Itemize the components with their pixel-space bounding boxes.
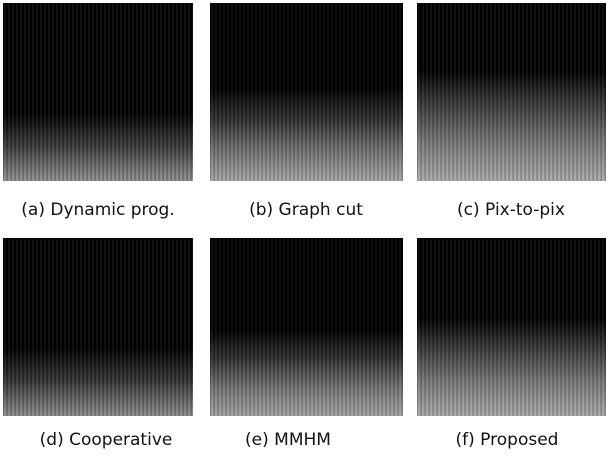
disparity-map: [3, 3, 193, 181]
disparity-map: [417, 3, 606, 181]
disparity-map: [417, 238, 606, 416]
disparity-map: [210, 238, 403, 416]
caption: (f) Proposed: [407, 430, 607, 450]
figure: {"figure": {"panels": [ {"caption": "(a)…: [0, 0, 608, 461]
caption: (b) Graph cut: [206, 200, 406, 220]
caption: (c) Pix-to-pix: [411, 200, 608, 220]
caption: (d) Cooperative: [6, 430, 206, 450]
caption: (e) MMHM: [188, 430, 388, 450]
disparity-map: [3, 238, 193, 416]
caption: (a) Dynamic prog.: [0, 200, 198, 220]
disparity-map: [210, 3, 403, 181]
